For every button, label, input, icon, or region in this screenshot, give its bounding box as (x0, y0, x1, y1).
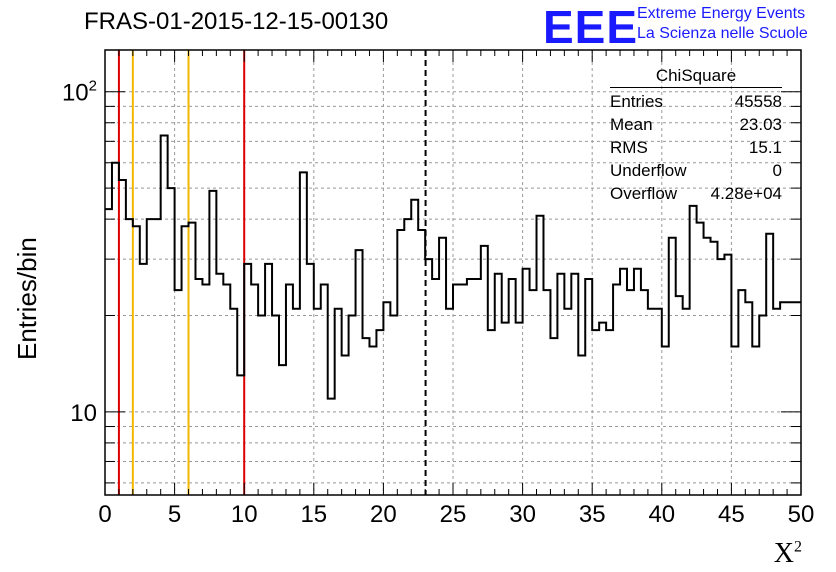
logo-caption: Extreme Energy Events La Scienza nelle S… (637, 4, 808, 44)
logo-line-2: La Scienza nelle Scuole (637, 25, 808, 42)
stats-label: Mean (610, 115, 653, 134)
stats-label: Underflow (610, 161, 687, 180)
stats-title: ChiSquare (610, 66, 782, 88)
x-axis-label-base: X (773, 538, 794, 569)
stats-label: Overflow (610, 184, 678, 203)
stats-row-entries: Entries 45558 (610, 90, 782, 113)
stats-row-rms: RMS 15.1 (610, 136, 782, 159)
grid-lines (105, 50, 801, 495)
logo-line-1: Extreme Energy Events (637, 5, 806, 22)
stats-value: 45558 (734, 92, 782, 111)
stats-value: 4.28e+04 (710, 184, 782, 203)
stats-value: 23.03 (739, 115, 782, 134)
x-tick-label: 20 (370, 501, 397, 528)
eee-logo: EEE (543, 1, 639, 53)
x-axis-label-exp: 2 (794, 538, 802, 556)
x-tick-labels: 0 5 10 15 20 25 30 35 40 45 50 (98, 501, 814, 528)
x-axis-label: X2 (774, 538, 802, 570)
histogram-series (105, 134, 801, 400)
stats-box: ChiSquare Entries 45558 Mean 23.03 RMS 15.1… (610, 66, 782, 205)
x-tick-label: 35 (579, 501, 606, 528)
axis-ticks (104, 50, 802, 495)
x-tick-label: 40 (648, 501, 675, 528)
x-tick-label: 25 (440, 501, 467, 528)
x-tick-label: 0 (98, 501, 111, 528)
stats-row-underflow: Underflow 0 (610, 159, 782, 182)
x-tick-label: 5 (168, 501, 181, 528)
x-tick-label: 50 (788, 501, 815, 528)
y-tick-label: 10 (70, 400, 97, 427)
y-tick-label-base: 10 (62, 80, 89, 107)
x-tick-label: 45 (718, 501, 745, 528)
chart-title: FRAS-01-2015-12-15-00130 (84, 8, 389, 35)
x-tick-label: 30 (509, 501, 536, 528)
y-tick-label-exp: 2 (89, 78, 97, 95)
stats-value: 0 (772, 161, 782, 180)
y-axis-label: Entries/bin (12, 237, 42, 360)
stats-label: Entries (610, 92, 663, 111)
x-tick-label: 15 (300, 501, 327, 528)
stats-row-overflow: Overflow 4.28e+04 (610, 182, 782, 205)
stats-label: RMS (610, 138, 648, 157)
x-tick-label: 10 (231, 501, 258, 528)
stats-value: 15.1 (748, 138, 782, 157)
y-tick-label-base: 10 (70, 400, 97, 427)
y-tick-label: 102 (62, 78, 97, 107)
stats-row-mean: Mean 23.03 (610, 113, 782, 136)
